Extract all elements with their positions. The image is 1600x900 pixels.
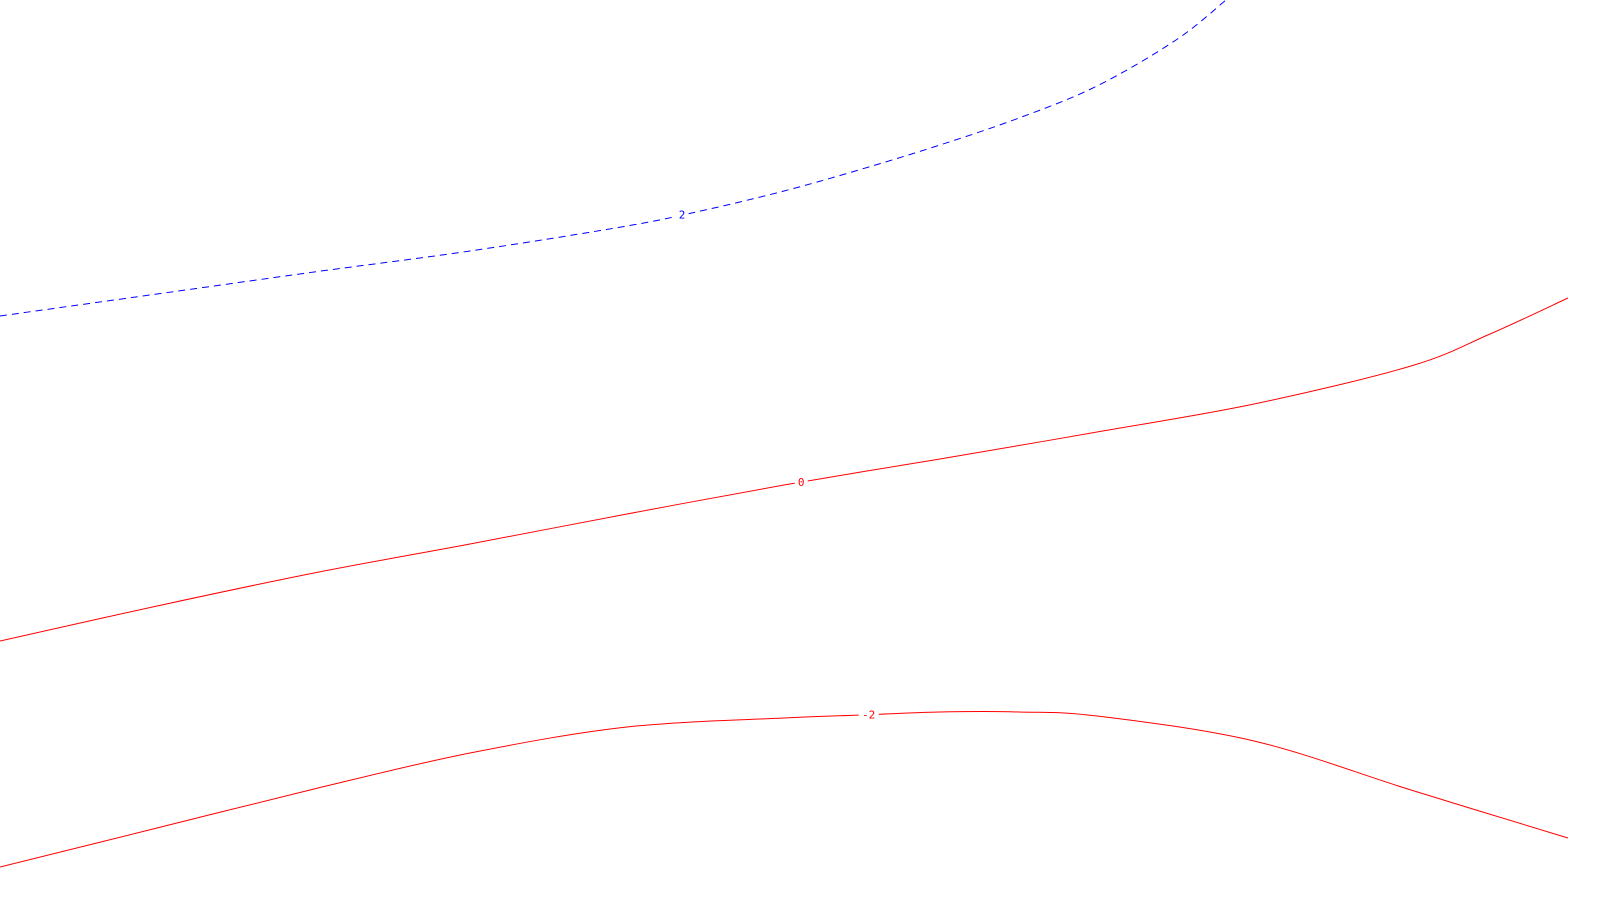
contour-line-level-0 bbox=[0, 297, 1569, 642]
contour-line-level-2 bbox=[0, 0, 1227, 317]
contour-lines bbox=[0, 0, 1569, 868]
contour-label-gap bbox=[675, 208, 689, 221]
contour-label-neg2: -2 bbox=[862, 709, 875, 722]
contour-labels: 2 0 -2 bbox=[675, 208, 879, 722]
contour-line-level-neg2 bbox=[0, 711, 1569, 868]
contour-label-gap bbox=[794, 476, 808, 489]
contour-label-gap bbox=[858, 708, 879, 721]
contour-label-0: 0 bbox=[798, 476, 805, 489]
contour-label-2: 2 bbox=[679, 209, 686, 222]
